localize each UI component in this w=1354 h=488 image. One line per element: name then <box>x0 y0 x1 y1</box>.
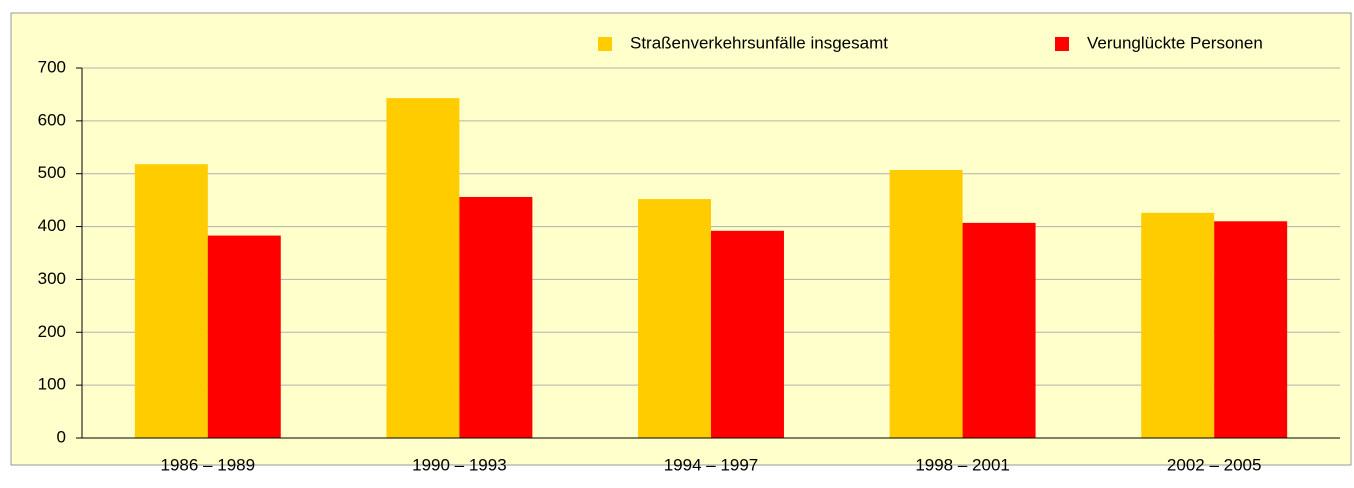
bar <box>1214 221 1288 438</box>
y-tick-label: 400 <box>38 216 66 235</box>
bar <box>134 164 208 438</box>
y-tick-label: 700 <box>38 57 66 76</box>
x-tick-label: 1994 – 1997 <box>664 455 759 474</box>
y-tick-label: 500 <box>38 163 66 182</box>
legend-swatch <box>1055 37 1069 51</box>
bar <box>638 199 711 438</box>
y-tick-label: 0 <box>57 427 66 446</box>
bar <box>207 235 281 438</box>
x-tick-label: 1986 – 1989 <box>161 455 256 474</box>
x-tick-label: 1998 – 2001 <box>915 455 1010 474</box>
bar <box>386 98 460 438</box>
bar <box>1141 212 1215 438</box>
bar <box>459 196 533 438</box>
y-tick-label: 300 <box>38 269 66 288</box>
x-tick-label: 1990 – 1993 <box>412 455 507 474</box>
legend-label: Straßenverkehrsunfälle insgesamt <box>630 33 888 52</box>
bar <box>962 222 1036 438</box>
y-tick-label: 600 <box>38 110 66 129</box>
y-tick-label: 100 <box>38 375 66 394</box>
bar <box>711 230 784 438</box>
bar <box>889 170 963 438</box>
legend-label: Verunglückte Personen <box>1087 33 1263 52</box>
x-tick-label: 2002 – 2005 <box>1167 455 1262 474</box>
y-tick-label: 200 <box>38 322 66 341</box>
legend-swatch <box>598 37 612 51</box>
